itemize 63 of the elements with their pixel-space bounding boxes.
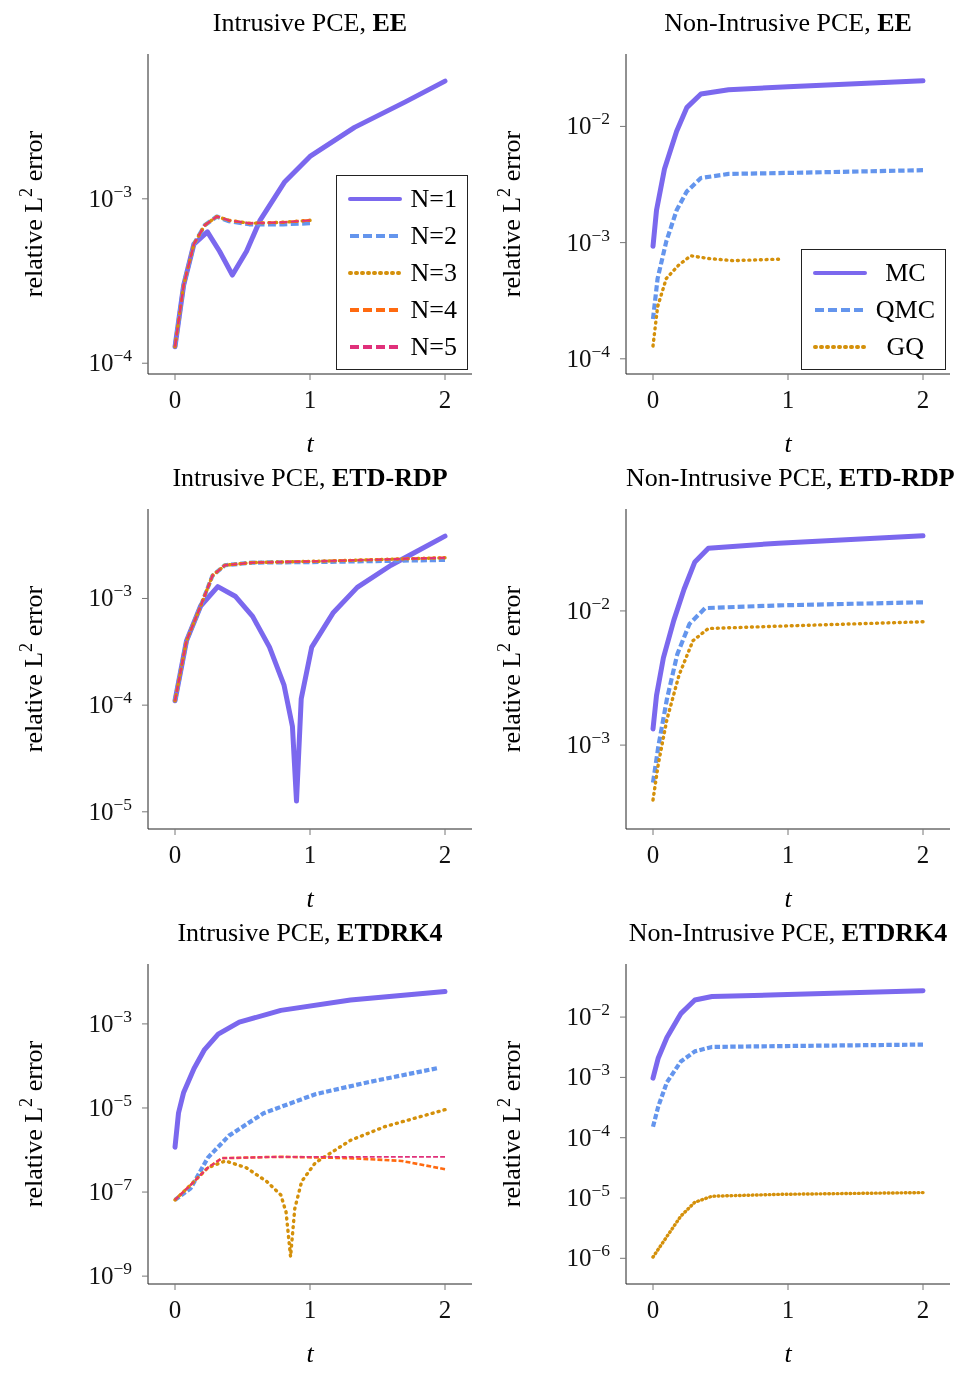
y-tick-label: 10$^{−3}$ — [88, 1005, 133, 1037]
line-series — [173, 1108, 447, 1259]
x-tick-label: 1 — [781, 1296, 795, 1323]
x-axis-title: t — [784, 429, 793, 458]
legend-label: MC — [884, 257, 927, 288]
y-tick-label: 10$^{−5}$ — [88, 1089, 133, 1121]
y-tick-label: 10$^{−2}$ — [566, 592, 610, 624]
y-tick-label: 10$^{−5}$ — [88, 793, 133, 825]
chart-title: Intrusive PCE, EE — [211, 8, 409, 39]
x-tick-label: 0 — [646, 841, 660, 868]
x-tick-label: 0 — [168, 386, 182, 413]
x-axis-title: t — [784, 1339, 793, 1368]
line-series — [651, 254, 781, 348]
x-tick-label: 2 — [438, 386, 452, 413]
chart-title: Non-Intrusive PCE, EE — [663, 8, 913, 39]
y-tick-label: 10$^{−2}$ — [566, 108, 610, 140]
x-tick-label: 1 — [303, 841, 317, 868]
x-axis-title: t — [306, 884, 315, 913]
x-tick-label: 1 — [781, 841, 795, 868]
y-tick-label: 10$^{−2}$ — [566, 999, 610, 1031]
line-series — [650, 1042, 926, 1129]
x-tick-label: 2 — [916, 386, 930, 413]
x-axis-title: t — [784, 884, 793, 913]
chart-title: Intrusive PCE, ETD-RDP — [171, 463, 449, 494]
y-tick-label: 10$^{−4}$ — [566, 340, 611, 372]
legend-label: N=4 — [410, 294, 457, 325]
x-tick-label: 1 — [781, 386, 795, 413]
x-tick-label: 1 — [303, 1296, 317, 1323]
chart-title: Non-Intrusive PCE, ETDRK4 — [627, 918, 949, 949]
y-tick-label: 10$^{−3}$ — [566, 727, 611, 759]
legend-label: N=1 — [410, 183, 457, 214]
y-tick-label: 10$^{−4}$ — [88, 687, 133, 719]
legend-label: GQ — [885, 331, 926, 362]
legend-label: N=3 — [410, 257, 457, 288]
legend-label: N=2 — [410, 220, 457, 251]
x-tick-label: 0 — [168, 841, 182, 868]
y-tick-label: 10$^{−5}$ — [566, 1180, 611, 1211]
legend-label: N=5 — [410, 331, 457, 362]
y-tick-label: 10$^{−3}$ — [566, 224, 611, 256]
line-series — [650, 600, 926, 785]
y-tick-label: 10$^{−3}$ — [88, 180, 133, 212]
x-tick-label: 2 — [916, 1296, 930, 1323]
x-tick-label: 2 — [438, 841, 452, 868]
x-axis-title: t — [306, 429, 315, 458]
y-tick-label: 10$^{−4}$ — [88, 345, 133, 377]
x-tick-label: 2 — [438, 1296, 452, 1323]
x-tick-label: 0 — [646, 386, 660, 413]
y-tick-label: 10$^{−3}$ — [566, 1059, 611, 1091]
x-tick-label: 0 — [646, 1296, 660, 1323]
y-tick-label: 10$^{−4}$ — [566, 1119, 611, 1151]
y-tick-label: 10$^{−3}$ — [88, 580, 133, 612]
x-tick-label: 1 — [303, 386, 317, 413]
legend-label: QMC — [875, 294, 935, 325]
chart-title: Non-Intrusive PCE, ETD-RDP — [625, 463, 956, 494]
line-series — [651, 1190, 925, 1259]
x-tick-label: 0 — [168, 1296, 182, 1323]
y-tick-label: 10$^{−6}$ — [566, 1240, 611, 1272]
y-tick-label: 10$^{−7}$ — [88, 1174, 133, 1206]
y-tick-label: 10$^{−9}$ — [88, 1258, 133, 1290]
chart-title: Intrusive PCE, ETDRK4 — [176, 918, 444, 949]
line-series — [651, 620, 925, 802]
x-tick-label: 2 — [916, 841, 930, 868]
x-axis-title: t — [306, 1339, 315, 1368]
